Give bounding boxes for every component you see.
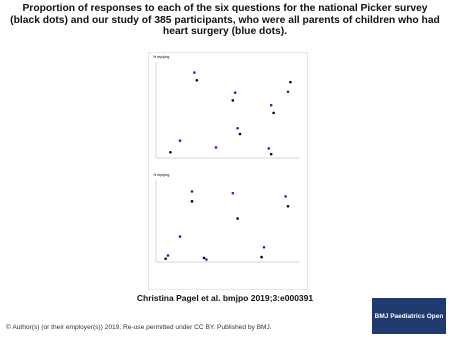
point bbox=[164, 257, 167, 261]
figure-frame bbox=[148, 52, 308, 290]
point bbox=[236, 217, 239, 220]
point bbox=[236, 126, 239, 130]
point bbox=[272, 111, 275, 115]
journal-logo: BMJ Paediatrics Open bbox=[372, 298, 446, 334]
point bbox=[233, 91, 237, 95]
point bbox=[238, 132, 242, 136]
point bbox=[286, 204, 290, 208]
point bbox=[178, 235, 182, 238]
point bbox=[286, 90, 290, 94]
point bbox=[190, 200, 194, 203]
citation: Christina Pagel et al. bmjpo 2019;3:e000… bbox=[136, 293, 314, 303]
point bbox=[284, 195, 287, 198]
point bbox=[178, 139, 182, 143]
y-axis-label: % replying bbox=[153, 55, 169, 59]
point bbox=[190, 190, 194, 193]
point bbox=[260, 255, 263, 259]
title: Proportion of responses to each of the s… bbox=[10, 3, 440, 37]
copyright: © Author(s) (or their employer(s)) 2019.… bbox=[6, 324, 272, 331]
point bbox=[267, 147, 271, 150]
point bbox=[202, 256, 206, 260]
point bbox=[214, 146, 218, 149]
y-axis-label: % replying bbox=[153, 173, 169, 177]
point bbox=[205, 258, 208, 261]
point bbox=[262, 245, 266, 249]
point bbox=[231, 191, 235, 195]
point bbox=[269, 103, 273, 107]
point bbox=[169, 150, 172, 154]
point bbox=[269, 152, 273, 156]
point bbox=[289, 80, 292, 84]
point bbox=[231, 99, 235, 102]
point bbox=[193, 71, 196, 74]
point bbox=[195, 78, 199, 82]
point bbox=[166, 254, 170, 257]
figure: % replying % replying bbox=[148, 52, 308, 290]
